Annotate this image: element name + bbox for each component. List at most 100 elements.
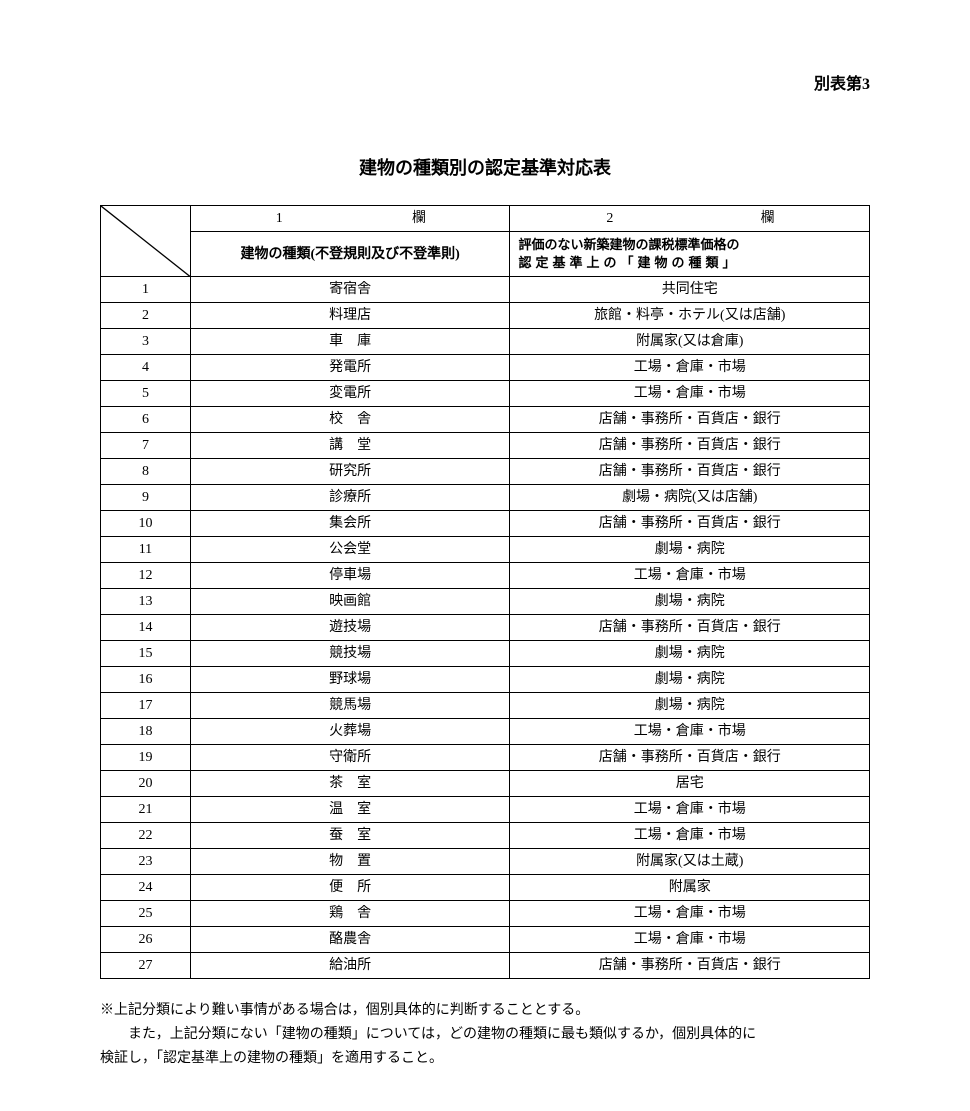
building-type-cell: 守衛所 <box>190 745 510 771</box>
row-number: 14 <box>101 615 191 641</box>
criteria-type-cell: 附属家(又は土蔵) <box>510 849 870 875</box>
row-number: 13 <box>101 589 191 615</box>
table-row: 23物 置附属家(又は土蔵) <box>101 849 870 875</box>
row-number: 1 <box>101 277 191 303</box>
criteria-type-cell: 工場・倉庫・市場 <box>510 355 870 381</box>
building-type-cell: 蚕 室 <box>190 823 510 849</box>
table-header-row-2: 建物の種類(不登規則及び不登準則) 評価のない新築建物の課税標準価格の 認定基準… <box>101 232 870 277</box>
building-type-cell: 公会堂 <box>190 537 510 563</box>
building-type-cell: 変電所 <box>190 381 510 407</box>
criteria-type-cell: 店舗・事務所・百貨店・銀行 <box>510 953 870 979</box>
building-type-cell: 火葬場 <box>190 719 510 745</box>
building-type-cell: 鶏 舎 <box>190 901 510 927</box>
row-number: 21 <box>101 797 191 823</box>
criteria-type-cell: 附属家(又は倉庫) <box>510 329 870 355</box>
criteria-type-cell: 店舗・事務所・百貨店・銀行 <box>510 511 870 537</box>
criteria-type-cell: 店舗・事務所・百貨店・銀行 <box>510 433 870 459</box>
table-row: 18火葬場工場・倉庫・市場 <box>101 719 870 745</box>
building-type-cell: 料理店 <box>190 303 510 329</box>
diagonal-line-icon <box>101 206 190 276</box>
row-number: 15 <box>101 641 191 667</box>
row-number: 10 <box>101 511 191 537</box>
criteria-type-cell: 工場・倉庫・市場 <box>510 719 870 745</box>
table-row: 7講 堂店舗・事務所・百貨店・銀行 <box>101 433 870 459</box>
row-number: 17 <box>101 693 191 719</box>
criteria-type-cell: 店舗・事務所・百貨店・銀行 <box>510 459 870 485</box>
table-row: 3車 庫附属家(又は倉庫) <box>101 329 870 355</box>
building-type-cell: 車 庫 <box>190 329 510 355</box>
footer-notes: ※上記分類により難い事情がある場合は，個別具体的に判断することとする。 また，上… <box>100 999 870 1070</box>
row-number: 23 <box>101 849 191 875</box>
row-number: 11 <box>101 537 191 563</box>
building-type-cell: 便 所 <box>190 875 510 901</box>
row-number: 9 <box>101 485 191 511</box>
criteria-type-cell: 店舗・事務所・百貨店・銀行 <box>510 745 870 771</box>
criteria-type-cell: 工場・倉庫・市場 <box>510 797 870 823</box>
building-type-cell: 温 室 <box>190 797 510 823</box>
table-row: 19守衛所店舗・事務所・百貨店・銀行 <box>101 745 870 771</box>
building-type-cell: 診療所 <box>190 485 510 511</box>
table-row: 16野球場劇場・病院 <box>101 667 870 693</box>
criteria-type-cell: 工場・倉庫・市場 <box>510 381 870 407</box>
criteria-type-cell: 店舗・事務所・百貨店・銀行 <box>510 615 870 641</box>
criteria-type-cell: 劇場・病院 <box>510 641 870 667</box>
row-number: 20 <box>101 771 191 797</box>
building-type-cell: 野球場 <box>190 667 510 693</box>
col1-header-num: 1欄 <box>190 206 510 232</box>
table-header-row-1: 1欄 2欄 <box>101 206 870 232</box>
row-number: 7 <box>101 433 191 459</box>
table-row: 5変電所工場・倉庫・市場 <box>101 381 870 407</box>
criteria-type-cell: 工場・倉庫・市場 <box>510 563 870 589</box>
criteria-type-cell: 工場・倉庫・市場 <box>510 927 870 953</box>
table-row: 2料理店旅館・料亭・ホテル(又は店舗) <box>101 303 870 329</box>
building-type-cell: 停車場 <box>190 563 510 589</box>
row-number: 22 <box>101 823 191 849</box>
building-type-cell: 校 舎 <box>190 407 510 433</box>
row-number: 19 <box>101 745 191 771</box>
row-number: 16 <box>101 667 191 693</box>
criteria-type-cell: 工場・倉庫・市場 <box>510 823 870 849</box>
table-row: 25鶏 舎工場・倉庫・市場 <box>101 901 870 927</box>
table-row: 4発電所工場・倉庫・市場 <box>101 355 870 381</box>
table-body: 1寄宿舎共同住宅2料理店旅館・料亭・ホテル(又は店舗)3車 庫附属家(又は倉庫)… <box>101 277 870 979</box>
criteria-type-cell: 劇場・病院 <box>510 667 870 693</box>
footer-line-3: 検証し，「認定基準上の建物の種類」を適用すること。 <box>100 1047 870 1071</box>
building-type-cell: 講 堂 <box>190 433 510 459</box>
row-number: 18 <box>101 719 191 745</box>
building-type-cell: 発電所 <box>190 355 510 381</box>
row-number: 3 <box>101 329 191 355</box>
criteria-type-cell: 共同住宅 <box>510 277 870 303</box>
table-row: 9診療所劇場・病院(又は店舗) <box>101 485 870 511</box>
criteria-type-cell: 劇場・病院 <box>510 537 870 563</box>
building-type-cell: 研究所 <box>190 459 510 485</box>
criteria-type-cell: 劇場・病院(又は店舗) <box>510 485 870 511</box>
table-row: 10集会所店舗・事務所・百貨店・銀行 <box>101 511 870 537</box>
criteria-type-cell: 劇場・病院 <box>510 589 870 615</box>
row-number: 6 <box>101 407 191 433</box>
correspondence-table: 1欄 2欄 建物の種類(不登規則及び不登準則) 評価のない新築建物の課税標準価格… <box>100 205 870 979</box>
row-number: 27 <box>101 953 191 979</box>
criteria-type-cell: 居宅 <box>510 771 870 797</box>
criteria-type-cell: 劇場・病院 <box>510 693 870 719</box>
building-type-cell: 競技場 <box>190 641 510 667</box>
row-number: 2 <box>101 303 191 329</box>
footer-line-1: ※上記分類により難い事情がある場合は，個別具体的に判断することとする。 <box>100 999 870 1023</box>
table-row: 6校 舎店舗・事務所・百貨店・銀行 <box>101 407 870 433</box>
footer-line-2: また，上記分類にない「建物の種類」については，どの建物の種類に最も類似するか，個… <box>100 1023 870 1047</box>
building-type-cell: 給油所 <box>190 953 510 979</box>
building-type-cell: 物 置 <box>190 849 510 875</box>
table-row: 26酪農舎工場・倉庫・市場 <box>101 927 870 953</box>
table-row: 20茶 室居宅 <box>101 771 870 797</box>
table-row: 1寄宿舎共同住宅 <box>101 277 870 303</box>
building-type-cell: 集会所 <box>190 511 510 537</box>
building-type-cell: 映画館 <box>190 589 510 615</box>
col2-header-num: 2欄 <box>510 206 870 232</box>
appendix-label: 別表第3 <box>60 70 870 94</box>
building-type-cell: 酪農舎 <box>190 927 510 953</box>
document-page: 別表第3 建物の種類別の認定基準対応表 1欄 2欄 <box>0 0 970 1111</box>
table-corner-cell <box>101 206 191 277</box>
building-type-cell: 寄宿舎 <box>190 277 510 303</box>
table-row: 11公会堂劇場・病院 <box>101 537 870 563</box>
criteria-type-cell: 附属家 <box>510 875 870 901</box>
row-number: 25 <box>101 901 191 927</box>
